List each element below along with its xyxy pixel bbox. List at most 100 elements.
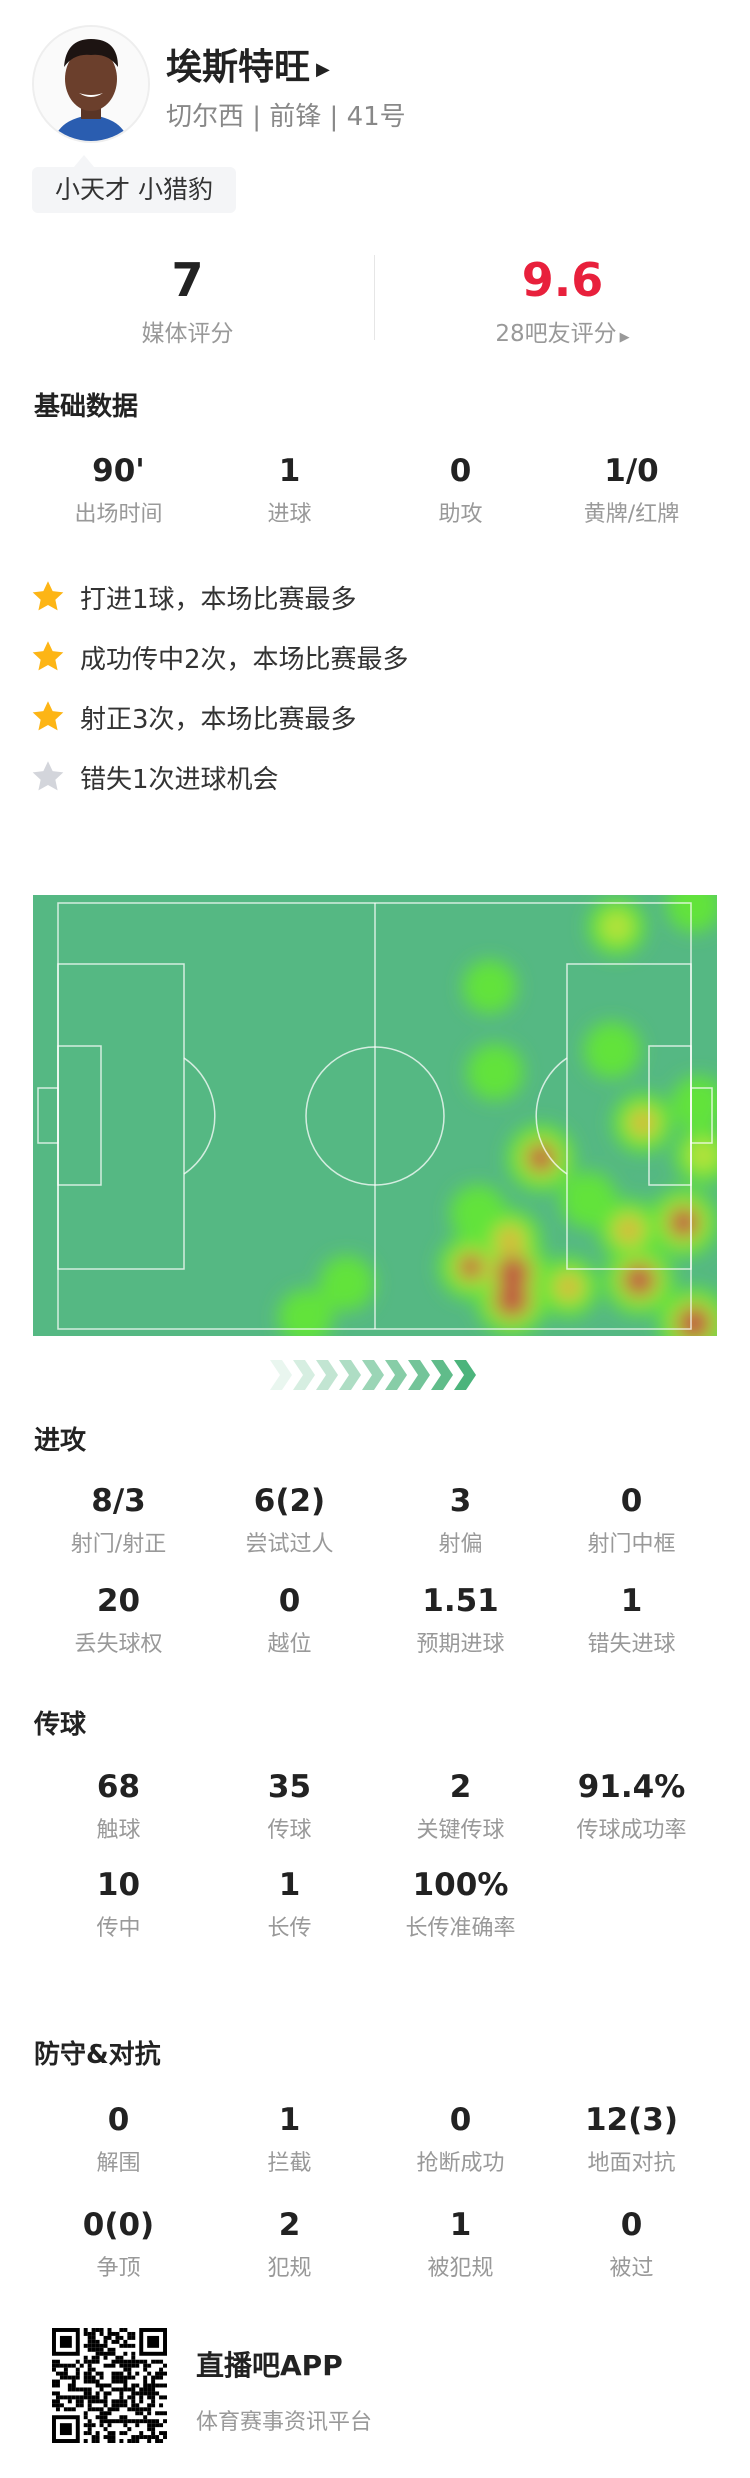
highlight-text: 成功传中2次，本场比赛最多	[80, 644, 409, 675]
stat-value: 12(3)	[584, 2102, 679, 2138]
heat-spot	[496, 1255, 531, 1290]
heat-spot	[668, 1207, 699, 1238]
stat-cell: 1.51 预期进球	[375, 1582, 546, 1682]
heat-spot	[494, 1283, 529, 1318]
heat-spot	[631, 1111, 654, 1135]
stat-goals: 1 进球	[204, 452, 375, 552]
stat-cell: 0 射门中框	[546, 1482, 717, 1582]
stat-label: 传球	[267, 1818, 312, 1843]
stat-cards: 1/0 黄牌/红牌	[546, 452, 717, 552]
pitch-lines	[37, 902, 713, 1330]
stat-cell: 100% 长传准确率	[375, 1866, 546, 1966]
stat-value: 0	[278, 1583, 301, 1619]
chevron-right-icon	[431, 1360, 453, 1390]
chevron-right-icon	[316, 1360, 338, 1390]
stat-cell: 3 射偏	[375, 1482, 546, 1582]
stat-label: 助攻	[438, 502, 483, 527]
highlight-text: 射正3次，本场比赛最多	[80, 704, 357, 735]
stat-value: 1	[620, 1583, 643, 1619]
heatmap-pitch	[33, 895, 717, 1336]
player-nickname-tag: 小天才 小猎豹	[32, 167, 236, 213]
heat-spot	[466, 1043, 524, 1101]
stat-value: 8/3	[91, 1483, 146, 1519]
stat-cell: 8/3 射门/射正	[33, 1482, 204, 1582]
stat-cell: 0 抢断成功	[375, 2101, 546, 2201]
stat-cell: 1 拦截	[204, 2101, 375, 2201]
stat-value: 0(0)	[82, 2207, 155, 2243]
stat-cell: 20 丢失球权	[33, 1582, 204, 1682]
stat-value: 1	[278, 2102, 301, 2138]
heat-spot	[527, 1144, 555, 1172]
stat-value: 10	[96, 1867, 141, 1903]
stat-cell: 68 触球	[33, 1768, 204, 1868]
stat-value: 68	[96, 1769, 141, 1805]
player-photo	[34, 27, 148, 141]
stat-label: 被犯规	[427, 2256, 494, 2281]
stat-cell: 0(0) 争顶	[33, 2206, 204, 2306]
player-name[interactable]: 埃斯特旺 ▶	[166, 38, 330, 90]
qr-code[interactable]	[52, 2328, 167, 2443]
caret-right-icon: ▶	[316, 58, 330, 80]
highlight-item: 错失1次进球机会	[30, 757, 279, 797]
star-gold-icon	[32, 641, 64, 671]
media-rating-value: 7	[171, 253, 204, 307]
stat-value: 3	[449, 1483, 472, 1519]
basic-stats: 90' 出场时间 1 进球 0 助攻 1/0 黄牌/红牌	[33, 452, 717, 552]
fan-rating-label-text: 28吧友评分	[495, 321, 617, 347]
section-title-basic: 基础数据	[34, 392, 139, 422]
player-avatar[interactable]	[32, 25, 150, 143]
stat-label: 丢失球权	[74, 1632, 163, 1657]
stat-label: 尝试过人	[245, 1532, 334, 1557]
chevron-right-icon	[385, 1360, 407, 1390]
fan-rating[interactable]: 9.6 28吧友评分 ▶	[375, 252, 750, 348]
stat-label: 解围	[96, 2151, 141, 2176]
stat-label: 错失进球	[587, 1632, 676, 1657]
stat-assists: 0 助攻	[375, 452, 546, 552]
stat-label: 进球	[267, 502, 312, 527]
stat-label: 射门中框	[587, 1532, 676, 1557]
stat-minutes: 90' 出场时间	[33, 452, 204, 552]
stat-label: 传中	[96, 1916, 141, 1941]
caret-right-icon: ▶	[619, 330, 630, 345]
stat-value: 91.4%	[577, 1769, 686, 1805]
stat-label: 争顶	[96, 2256, 141, 2281]
fan-rating-value: 9.6	[521, 253, 604, 307]
heat-spot	[462, 960, 517, 1014]
stat-value: 0	[620, 2207, 643, 2243]
stat-value: 1.51	[422, 1583, 499, 1619]
stat-cell: 0 越位	[204, 1582, 375, 1682]
stat-label: 传球成功率	[576, 1818, 687, 1843]
media-rating: 7 媒体评分	[0, 252, 375, 348]
stat-value: 0	[620, 1483, 643, 1519]
media-rating-label: 媒体评分	[141, 321, 234, 347]
stat-value: 1	[278, 453, 301, 489]
stat-cell: 91.4% 传球成功率	[546, 1768, 717, 1868]
stat-label: 射门/射正	[70, 1532, 167, 1557]
heat-spot	[459, 1255, 483, 1279]
stat-cell: 1 错失进球	[546, 1582, 717, 1682]
highlight-text: 错失1次进球机会	[80, 764, 279, 795]
stat-value: 35	[267, 1769, 312, 1805]
stat-value: 20	[96, 1583, 141, 1619]
heat-spot	[687, 1139, 717, 1172]
chevron-right-icon	[270, 1360, 292, 1390]
attack-stats: 8/3 射门/射正 6(2) 尝试过人 3 射偏 0 射门中框 20 丢失球权 0 越位 1.51 预期进…	[33, 1482, 717, 1682]
heat-spot	[623, 1264, 656, 1297]
app-name: 直播吧APP	[196, 2349, 343, 2382]
stat-value: 100%	[412, 1867, 509, 1903]
highlight-item: 打进1球，本场比赛最多	[30, 577, 357, 617]
stat-value: 2	[278, 2207, 301, 2243]
defense-stats: 0 解围 1 拦截 0 抢断成功 12(3) 地面对抗 0(0) 争顶 2 犯规 1 被犯规 0 被过	[33, 2101, 717, 2311]
stat-value: 0	[107, 2102, 130, 2138]
stat-label: 黄牌/红牌	[583, 502, 680, 527]
stat-cell: 12(3) 地面对抗	[546, 2101, 717, 2201]
stat-label: 长传	[267, 1916, 312, 1941]
stat-label: 关键传球	[416, 1818, 505, 1843]
stat-cell: 2 犯规	[204, 2206, 375, 2306]
chevron-right-icon	[293, 1360, 315, 1390]
stat-label: 长传准确率	[405, 1916, 516, 1941]
stat-cell: 2 关键传球	[375, 1768, 546, 1868]
stat-value: 2	[449, 1769, 472, 1805]
highlight-item: 射正3次，本场比赛最多	[30, 697, 357, 737]
app-description: 体育赛事资讯平台	[196, 2410, 373, 2435]
